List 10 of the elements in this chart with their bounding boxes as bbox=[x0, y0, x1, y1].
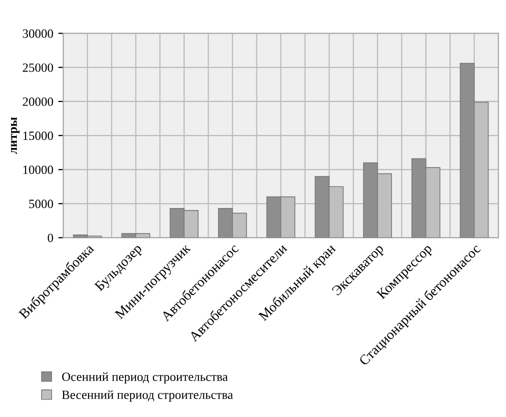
y-tick-label: 0 bbox=[48, 234, 54, 242]
legend-label: Осенний период строительства bbox=[62, 372, 228, 384]
y-tick-label: 20000 bbox=[22, 97, 54, 106]
y-tick-label: 25000 bbox=[22, 63, 54, 72]
y-tick-label: 10000 bbox=[23, 166, 54, 174]
y-tick-label: 15000 bbox=[23, 132, 54, 140]
y-tick-label: 30000 bbox=[22, 29, 54, 38]
y-axis-title: литры bbox=[10, 117, 20, 154]
y-tick-label: 5000 bbox=[29, 200, 54, 208]
legend-label: Весенний период строительства bbox=[62, 390, 233, 402]
